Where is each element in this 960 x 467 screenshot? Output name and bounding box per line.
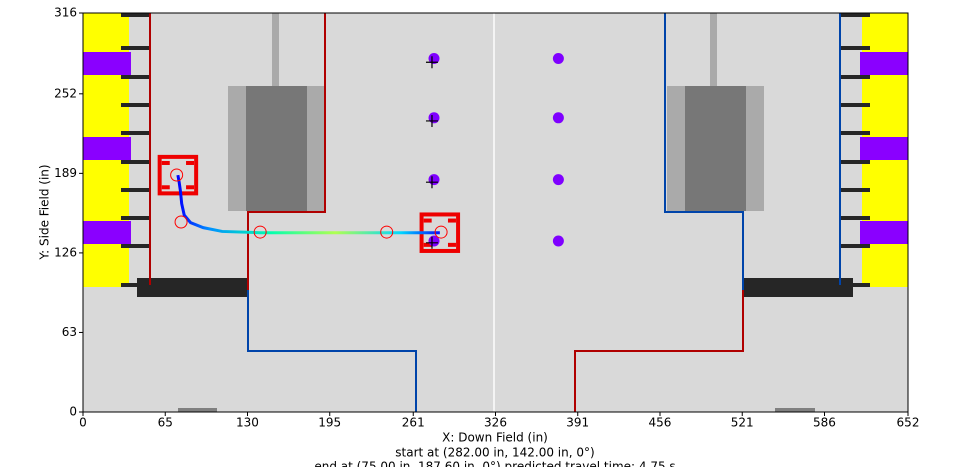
cross: [425, 176, 438, 189]
left-teeth: [121, 13, 150, 287]
left-structure-core: [246, 86, 307, 211]
waypoint: [380, 225, 394, 239]
ball: [428, 235, 440, 247]
robot-corner: [186, 185, 195, 190]
left-slot: [83, 52, 131, 75]
waypoint: [434, 225, 448, 239]
zone-blue: [664, 13, 744, 290]
field: [83, 13, 908, 412]
x-axis-label: X: Down Field (in): [442, 431, 548, 445]
y-tick-label: 0: [69, 405, 77, 419]
robot-corner: [423, 242, 432, 247]
cross: [425, 236, 438, 249]
y-axis-label: Y: Side Field (in): [38, 164, 52, 260]
ball: [428, 174, 440, 186]
robot-corner: [447, 218, 456, 223]
x-tick-label: 326: [484, 416, 507, 430]
ball: [552, 235, 564, 247]
x-tick-label: 652: [897, 416, 920, 430]
ball: [552, 174, 564, 186]
y-tick-label: 252: [54, 86, 77, 100]
trajectory: [176, 174, 440, 235]
x-tick-label: 586: [813, 416, 836, 430]
y-tick-label: 189: [54, 166, 77, 180]
x-tick-label: 130: [236, 416, 259, 430]
waypoint: [253, 225, 267, 239]
robot-corner: [186, 160, 195, 165]
x-tick-label: 456: [649, 416, 672, 430]
right-slot: [860, 52, 908, 75]
left-slot: [83, 137, 131, 160]
right-slot: [860, 137, 908, 160]
left-pad: [178, 408, 217, 412]
robot-corner: [423, 218, 432, 223]
robot-corner: [447, 242, 456, 247]
robot-corner: [161, 160, 170, 165]
right-pad: [775, 408, 815, 412]
ball: [552, 112, 564, 124]
x-tick-label: 195: [318, 416, 341, 430]
y-tick-label: 126: [54, 245, 77, 259]
right-barrier: [743, 278, 853, 297]
zone-red: [574, 290, 744, 412]
right-post: [710, 13, 717, 86]
right-teeth: [841, 13, 870, 287]
right-slot: [860, 221, 908, 244]
left-post: [272, 13, 279, 86]
x-tick-label: 65: [158, 416, 173, 430]
subtitle: start at (282.00 in, 142.00 in, 0°): [395, 446, 594, 460]
ball: [428, 52, 440, 64]
left-slot: [83, 221, 131, 244]
right-structure-core: [685, 86, 746, 211]
waypoint: [170, 168, 184, 182]
ball: [428, 112, 440, 124]
zone-blue: [247, 290, 417, 412]
field-floor: [83, 13, 908, 412]
y-tick-label: 63: [62, 325, 77, 339]
x-tick-label: 391: [566, 416, 589, 430]
x-tick-label: 0: [79, 416, 87, 430]
left-barrier: [137, 278, 248, 297]
ball: [552, 52, 564, 64]
robot-corner: [161, 185, 170, 190]
robot: [157, 154, 199, 196]
subtitle: end at (75.00 in, 187.60 in, 0°) predict…: [314, 460, 675, 467]
cross: [425, 56, 438, 69]
zone-red: [247, 13, 326, 290]
x-tick-label: 521: [731, 416, 754, 430]
waypoint: [174, 215, 188, 229]
cross: [425, 114, 438, 127]
x-tick-label: 261: [402, 416, 425, 430]
y-tick-label: 316: [54, 6, 77, 20]
